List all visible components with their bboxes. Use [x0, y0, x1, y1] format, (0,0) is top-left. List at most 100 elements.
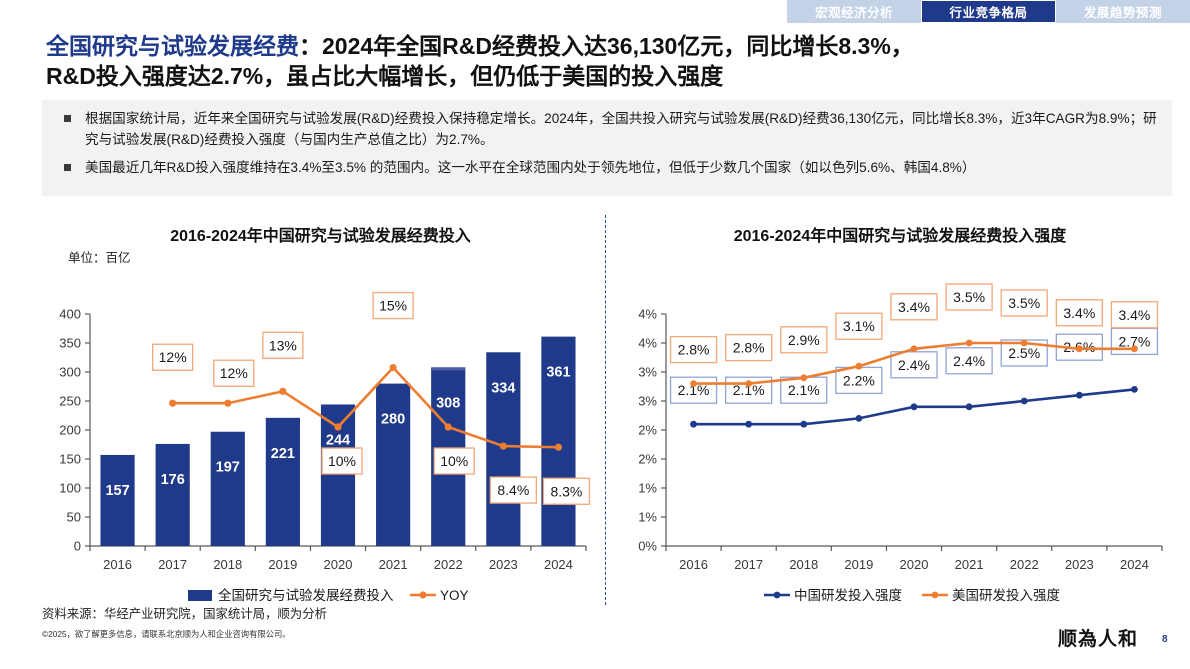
page-title-rest: ：2024年全国R&D经费投入达36,130亿元，同比增长8.3%，	[299, 33, 914, 59]
intensity-callout-box	[780, 326, 828, 354]
yoy-callout-box	[152, 343, 194, 371]
intensity-callout-label: 3.4%	[1118, 307, 1150, 323]
bar-value-label: 244	[326, 432, 350, 448]
intensity-callout-label: 3.4%	[898, 299, 930, 315]
list-item-text: 根据国家统计局，近年来全国研究与试验发展(R&D)经费投入保持稳定增长。2024…	[85, 111, 1157, 148]
intensity-callout-label: 3.1%	[843, 318, 875, 334]
nav-tab-label: 宏观经济分析	[815, 6, 894, 20]
x-axis-tick-label: 2018	[213, 557, 242, 572]
y-axis-tick-label: 400	[59, 307, 81, 322]
y-axis-tick-label: 200	[59, 423, 81, 438]
x-axis-tick-label: 2017	[734, 557, 763, 572]
bar-value-label: 197	[216, 460, 240, 476]
yoy-callout-box	[213, 359, 255, 387]
intensity-callout-box	[780, 376, 828, 404]
intensity-data-point	[745, 420, 753, 428]
intensity-data-point	[1075, 345, 1083, 353]
bar-value-label: 308	[436, 395, 460, 411]
chart-rd-intensity: 2016-2024年中国研究与试验发展经费投入强度 0% 1% 1% 2% 2% 3% 3%…	[622, 222, 1178, 607]
intensity-data-point	[910, 345, 918, 353]
chart-right-canvas: 0% 1% 1% 2% 2% 3% 3% 4% 4% 2016 2017 2018 2019 2020 20…	[638, 283, 1163, 603]
nav-tab-macro[interactable]: 宏观经济分析	[787, 0, 922, 23]
bar	[155, 443, 190, 546]
x-axis-tick-label: 2016	[103, 557, 132, 572]
intensity-callout-label: 3.4%	[1063, 305, 1095, 321]
intensity-callout-label: 2.1%	[678, 382, 710, 398]
page-title-line2: R&D投入强度达2.7%，虽占比大幅增长，但仍低于美国的投入强度	[46, 63, 724, 90]
yoy-data-point	[554, 443, 563, 451]
page-number: 8	[1162, 634, 1168, 645]
yoy-callout-box	[262, 331, 304, 359]
bar	[265, 417, 300, 546]
bullet-square-icon	[64, 115, 71, 122]
intensity-callout-label: 2.9%	[788, 332, 820, 348]
intensity-callout-label: 3.5%	[1008, 295, 1040, 311]
yoy-callout-label: 12%	[159, 349, 187, 365]
intensity-callout-box	[835, 366, 883, 395]
intensity-callout-box	[1000, 289, 1048, 317]
yoy-data-point	[499, 442, 507, 450]
intensity-callout-box	[1055, 299, 1103, 327]
intensity-data-point	[1020, 339, 1028, 347]
x-axis-tick-label: 2018	[789, 557, 818, 572]
x-axis-tick-label: 2022	[1010, 557, 1039, 572]
nav-tab-industry[interactable]: 行业竞争格局	[921, 0, 1056, 23]
intensity-data-point	[855, 362, 863, 370]
page-title-highlight: 全国研究与试验发展经费	[46, 33, 299, 59]
x-axis-tick-label: 2021	[379, 557, 408, 572]
nav-tab-label: 发展趋势预测	[1083, 6, 1162, 20]
bar	[210, 431, 245, 546]
intensity-data-point	[965, 339, 973, 347]
intensity-callout-box	[945, 347, 993, 375]
yoy-callout-label: 8.3%	[550, 483, 582, 499]
intensity-data-point	[800, 420, 808, 428]
y-axis-tick-label: 3%	[638, 365, 657, 380]
y-axis-tick-label: 100	[59, 481, 81, 496]
unit-label: 单位：百亿	[68, 251, 131, 265]
intensity-callout-label: 2.4%	[953, 353, 985, 369]
yoy-line	[172, 365, 559, 449]
intensity-callout-box	[669, 335, 718, 364]
legend-label-bar: 全国研究与试验发展经费投入	[218, 587, 394, 603]
chart-rd-expenditure: 2016-2024年中国研究与试验发展经费投入 0 50 100 150 200 250 3…	[38, 222, 603, 607]
x-axis-tick-label: 2023	[1065, 557, 1094, 572]
bar	[100, 454, 135, 546]
intensity-data-point	[1131, 386, 1138, 393]
intensity-data-point	[690, 380, 697, 387]
company-logo: 顺為人和	[1058, 628, 1139, 650]
legend-label-us: 美国研发投入强度	[952, 588, 1060, 603]
intensity-data-point	[690, 420, 697, 428]
bar-value-label: 280	[381, 412, 405, 428]
summary-bullets: 根据国家统计局，近年来全国研究与试验发展(R&D)经费投入保持稳定增长。2024…	[42, 100, 1172, 196]
bar-value-label: 176	[161, 472, 185, 488]
top-nav: 宏观经济分析 行业竞争格局 发展趋势预测	[787, 0, 1190, 23]
y-axis-tick-label: 0	[74, 539, 81, 554]
yoy-callout-label: 8.4%	[497, 482, 529, 498]
x-axis-tick-label: 2023	[489, 557, 518, 572]
y-axis-tick-label: 250	[59, 394, 81, 409]
bar-value-label: 157	[105, 483, 129, 499]
yoy-callout-box	[321, 447, 363, 475]
intensity-callout-label: 2.5%	[1008, 345, 1040, 361]
source-note: 资料来源：华经产业研究院，国家统计局，顺为分析	[42, 607, 327, 621]
y-axis-tick-label: 300	[59, 365, 81, 380]
nav-tab-trend[interactable]: 发展趋势预测	[1055, 0, 1190, 23]
bar	[376, 383, 411, 546]
intensity-data-point	[965, 403, 973, 411]
intensity-callout-box	[890, 293, 938, 321]
intensity-callout-label: 2.2%	[843, 372, 875, 388]
yoy-callout-box	[372, 291, 414, 320]
copyright-note: ©2025，欲了解更多信息，请联系北京顺为人和企业咨询有限公司。	[42, 629, 291, 639]
list-item: 根据国家统计局，近年来全国研究与试验发展(R&D)经费投入保持稳定增长。2024…	[52, 108, 1158, 150]
bar	[541, 336, 576, 546]
nav-tab-label: 行业竞争格局	[949, 6, 1028, 20]
yoy-callout-label: 12%	[220, 365, 248, 381]
chart-title: 2016-2024年中国研究与试验发展经费投入强度	[733, 228, 1067, 245]
y-axis-tick-label: 0%	[638, 539, 657, 554]
chart-left-canvas: 0 50 100 150 200 250 300 350 400 2016 2017 2018 2019…	[59, 291, 591, 603]
yoy-callout-box	[433, 447, 475, 475]
y-axis-tick-label: 350	[59, 336, 81, 351]
legend-label-line: YOY	[440, 588, 469, 603]
y-axis-tick-label: 2%	[638, 423, 657, 438]
intensity-callout-label: 2.1%	[733, 382, 765, 398]
